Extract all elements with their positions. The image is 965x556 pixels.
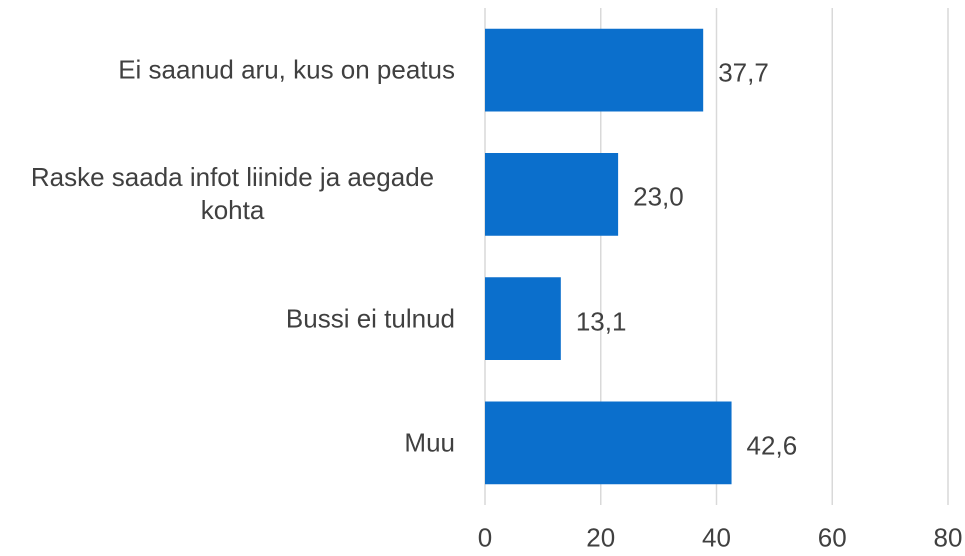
x-tick-label: 60: [817, 522, 847, 553]
value-label: 42,6: [746, 430, 798, 461]
category-label: Raske saada infot liinide ja aegade koht…: [30, 162, 435, 226]
bar: [485, 152, 619, 236]
value-label: 37,7: [718, 57, 769, 88]
category-label: Muu: [404, 427, 455, 458]
x-tick-label: 80: [933, 522, 963, 553]
bar: [485, 28, 704, 112]
value-label: 23,0: [633, 181, 684, 212]
category-label: Ei saanud aru, kus on peatus: [118, 54, 455, 85]
x-tick-label: 40: [702, 522, 731, 553]
bar: [485, 277, 561, 361]
bar: [485, 401, 732, 485]
category-label: Bussi ei tulnud: [285, 303, 455, 334]
x-tick-label: 0: [477, 522, 493, 553]
value-label: 13,1: [575, 306, 627, 337]
x-tick-label: 20: [586, 522, 616, 553]
